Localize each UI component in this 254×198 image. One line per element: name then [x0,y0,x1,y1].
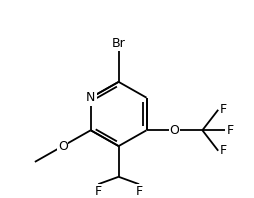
Text: F: F [94,185,102,198]
Text: F: F [227,124,234,137]
Text: O: O [169,124,179,137]
Text: F: F [136,185,143,198]
Text: Br: Br [112,37,125,50]
Text: F: F [220,103,227,116]
Text: N: N [86,91,96,104]
Text: F: F [220,144,227,157]
Text: O: O [58,140,68,153]
